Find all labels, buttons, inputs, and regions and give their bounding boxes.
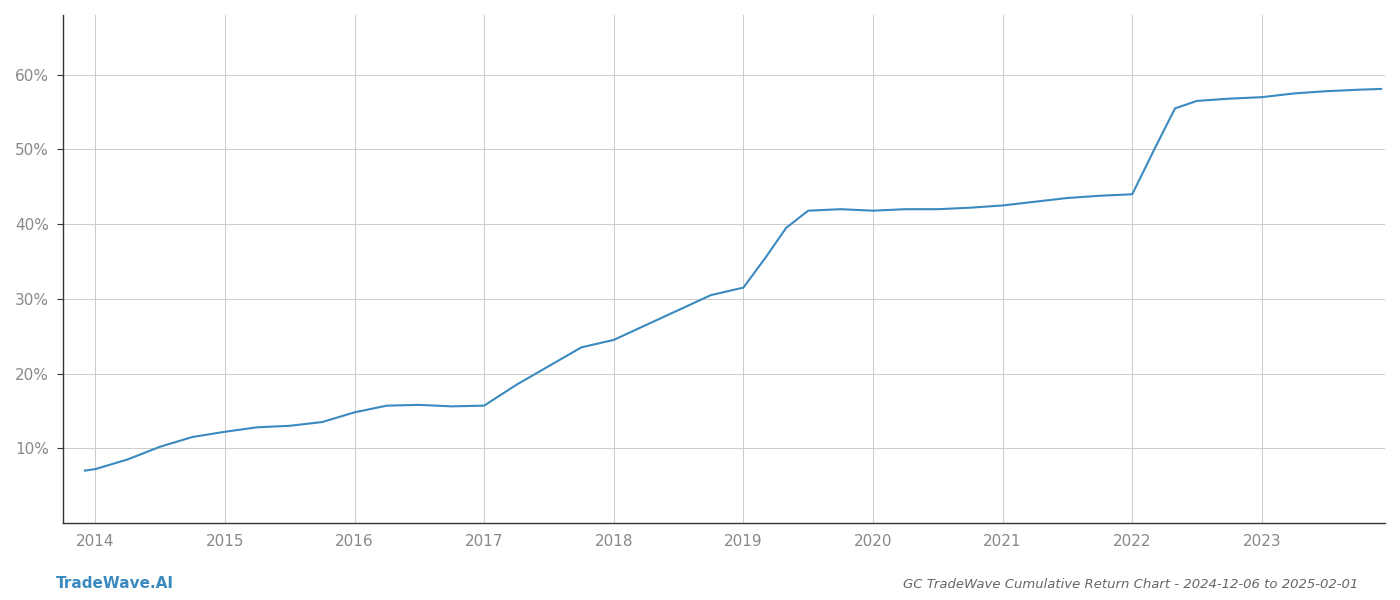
Text: GC TradeWave Cumulative Return Chart - 2024-12-06 to 2025-02-01: GC TradeWave Cumulative Return Chart - 2… [903, 578, 1358, 591]
Text: TradeWave.AI: TradeWave.AI [56, 576, 174, 591]
